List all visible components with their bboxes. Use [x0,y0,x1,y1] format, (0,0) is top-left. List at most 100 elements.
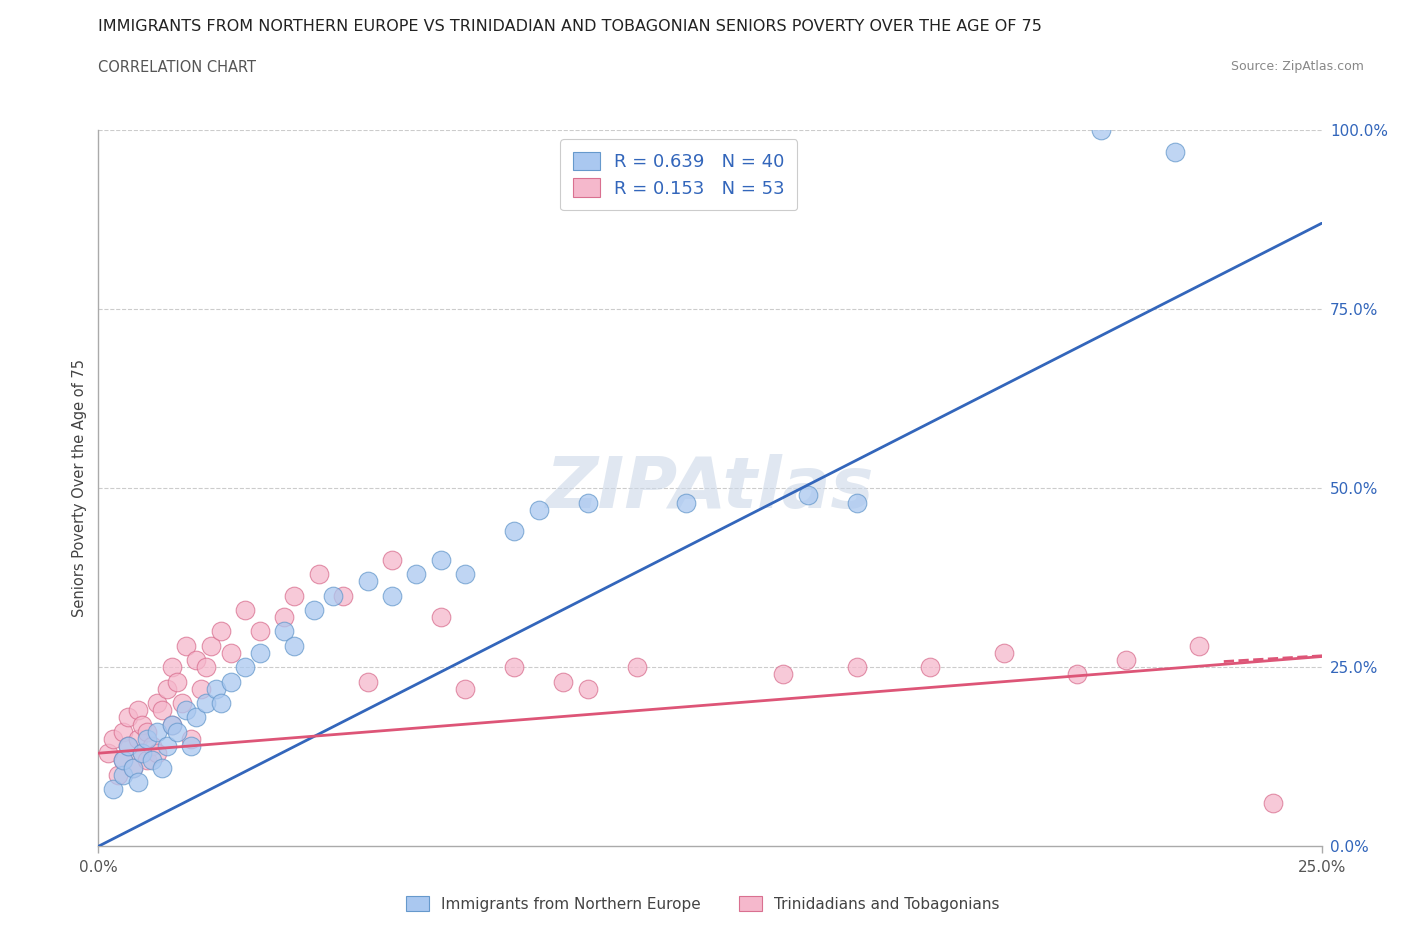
Text: ZIPAtlas: ZIPAtlas [546,454,875,523]
Point [576,682,599,697]
Point [219,645,242,660]
Point [117,710,139,724]
Point [131,746,153,761]
Point [576,495,599,510]
Point [131,717,153,732]
Point [302,603,325,618]
Point [797,488,820,503]
Point [111,753,134,768]
Point [993,645,1015,660]
Point [146,696,169,711]
Point [176,638,198,653]
Point [322,589,344,604]
Point [454,682,477,697]
Point [190,682,212,697]
Point [209,696,232,711]
Point [146,746,169,761]
Point [195,696,218,711]
Point [150,703,173,718]
Point [117,738,139,753]
Point [117,738,139,753]
Point [127,732,149,747]
Text: CORRELATION CHART: CORRELATION CHART [98,60,256,75]
Point [772,667,794,682]
Y-axis label: Seniors Poverty Over the Age of 75: Seniors Poverty Over the Age of 75 [72,359,87,618]
Point [160,660,183,675]
Point [283,589,305,604]
Point [356,674,378,689]
Point [205,682,228,697]
Point [127,775,149,790]
Point [160,717,183,732]
Point [131,746,153,761]
Point [121,760,143,775]
Point [308,566,330,581]
Point [1066,667,1088,682]
Point [101,781,124,796]
Point [146,724,169,739]
Point [503,524,526,538]
Point [209,624,232,639]
Point [527,502,550,517]
Point [553,674,575,689]
Point [675,495,697,510]
Point [430,610,453,625]
Point [180,732,202,747]
Point [136,753,159,768]
Point [111,767,134,782]
Text: Source: ZipAtlas.com: Source: ZipAtlas.com [1230,60,1364,73]
Point [381,552,404,567]
Point [219,674,242,689]
Point [121,760,143,775]
Point [1090,123,1112,138]
Point [136,724,159,739]
Point [249,645,271,660]
Point [176,703,198,718]
Point [156,682,179,697]
Point [845,660,868,675]
Point [1188,638,1211,653]
Point [111,724,134,739]
Point [166,674,188,689]
Point [200,638,222,653]
Legend: R = 0.639   N = 40, R = 0.153   N = 53: R = 0.639 N = 40, R = 0.153 N = 53 [560,140,797,210]
Point [405,566,427,581]
Point [233,603,256,618]
Point [136,732,159,747]
Point [111,753,134,768]
Point [332,589,354,604]
Point [845,495,868,510]
Point [127,703,149,718]
Point [920,660,942,675]
Point [283,638,305,653]
Point [503,660,526,675]
Point [170,696,193,711]
Point [233,660,256,675]
Point [160,717,183,732]
Point [249,624,271,639]
Point [356,574,378,589]
Legend: Immigrants from Northern Europe, Trinidadians and Tobagonians: Immigrants from Northern Europe, Trinida… [401,889,1005,918]
Point [273,610,295,625]
Point [156,738,179,753]
Point [1261,796,1284,811]
Point [141,738,163,753]
Point [1115,653,1137,668]
Point [195,660,218,675]
Point [180,738,202,753]
Text: IMMIGRANTS FROM NORTHERN EUROPE VS TRINIDADIAN AND TOBAGONIAN SENIORS POVERTY OV: IMMIGRANTS FROM NORTHERN EUROPE VS TRINI… [98,19,1042,33]
Point [107,767,129,782]
Point [626,660,648,675]
Point [430,552,453,567]
Point [454,566,477,581]
Point [97,746,120,761]
Point [150,760,173,775]
Point [141,753,163,768]
Point [101,732,124,747]
Point [381,589,404,604]
Point [1164,144,1187,159]
Point [186,653,208,668]
Point [273,624,295,639]
Point [186,710,208,724]
Point [166,724,188,739]
